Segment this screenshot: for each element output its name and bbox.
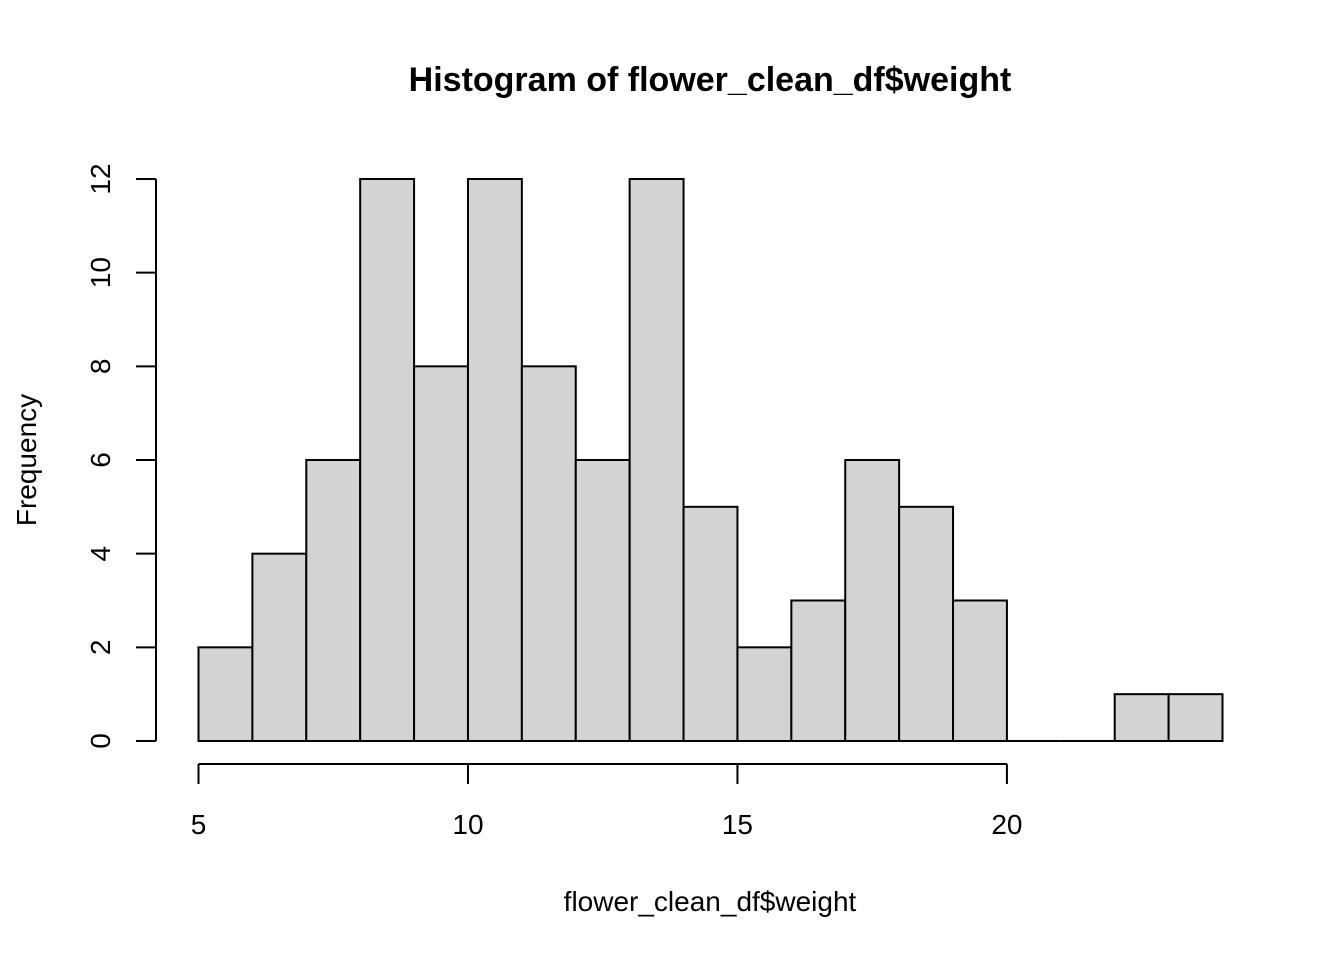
y-tick-label: 10 <box>85 257 116 288</box>
x-tick-label: 15 <box>722 809 753 840</box>
chart-title: Histogram of flower_clean_df$weight <box>409 61 1012 99</box>
x-axis-label: flower_clean_df$weight <box>564 886 857 917</box>
histogram-bar <box>574 459 631 742</box>
histogram-bar <box>952 599 1008 742</box>
histogram-bar <box>682 505 739 743</box>
x-tick-label: 5 <box>191 809 207 840</box>
histogram-bar <box>736 646 793 742</box>
histogram-bar <box>790 599 847 742</box>
y-axis: 0 2 4 6 8 10 12 <box>85 163 157 749</box>
histogram-bar <box>898 505 955 743</box>
y-tick-label: 8 <box>85 359 116 375</box>
x-axis: 5 10 15 20 <box>191 763 1022 840</box>
histogram-bar <box>305 459 362 742</box>
y-tick-label: 12 <box>85 163 116 194</box>
histogram-bar <box>1167 693 1224 743</box>
x-tick-label: 20 <box>991 809 1022 840</box>
histogram-bar <box>520 365 577 742</box>
histogram-bar <box>844 459 901 742</box>
histogram-bar <box>1113 693 1170 743</box>
histogram-bar <box>628 178 685 742</box>
y-tick-label: 2 <box>85 640 116 656</box>
histogram-bar <box>197 646 254 742</box>
y-tick-label: 6 <box>85 452 116 468</box>
y-tick-label: 0 <box>85 733 116 749</box>
x-tick-label: 10 <box>452 809 483 840</box>
histogram-bar <box>251 552 308 743</box>
y-axis-label: Frequency <box>11 394 42 526</box>
histogram-bar <box>413 365 469 742</box>
bars-group <box>197 178 1224 743</box>
histogram-bar <box>359 178 416 742</box>
y-tick-label: 4 <box>85 546 116 562</box>
histogram-bar <box>466 178 523 742</box>
